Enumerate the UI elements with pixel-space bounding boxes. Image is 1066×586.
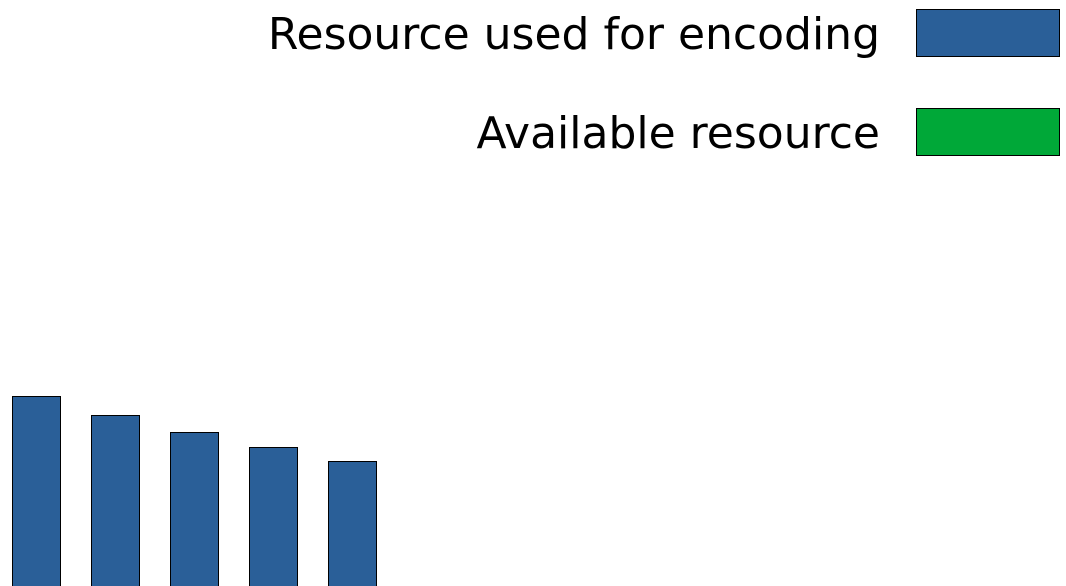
bar xyxy=(170,432,219,586)
legend-swatch xyxy=(916,108,1060,156)
bar xyxy=(91,415,140,586)
bar xyxy=(12,396,61,586)
bar xyxy=(328,461,377,586)
legend-swatch xyxy=(916,9,1060,57)
legend-label: Resource used for encoding xyxy=(268,9,880,60)
bar xyxy=(249,447,298,586)
legend-label: Available resource xyxy=(477,108,880,159)
